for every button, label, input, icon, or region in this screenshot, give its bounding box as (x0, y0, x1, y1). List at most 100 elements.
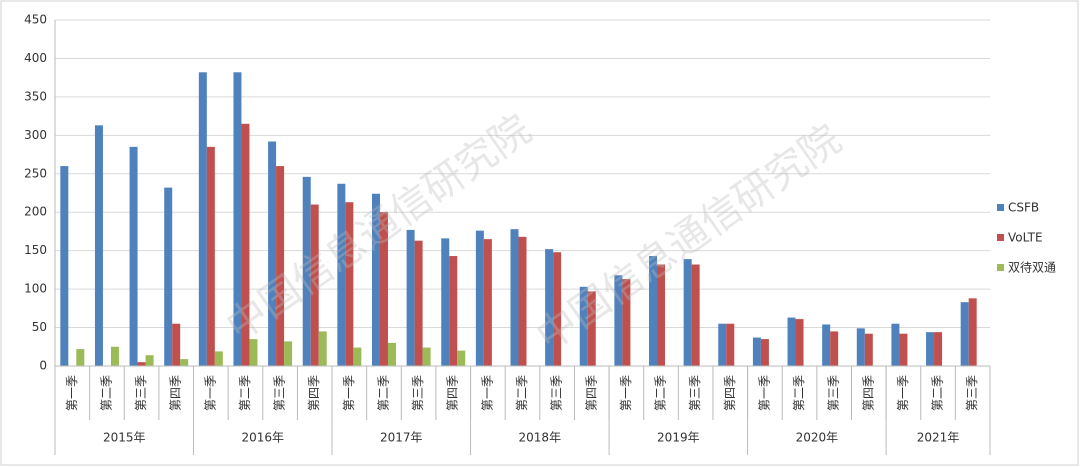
bar (180, 359, 189, 366)
bar (137, 362, 146, 366)
bar (683, 259, 692, 366)
bar (691, 264, 700, 366)
bar (345, 202, 354, 366)
legend-swatch (997, 204, 1004, 211)
bar (268, 141, 277, 366)
x-tick-label: 第一季 (619, 375, 633, 411)
y-tick-label: 250 (24, 166, 47, 180)
bar (76, 349, 85, 366)
bar (414, 240, 423, 366)
bar (579, 286, 588, 366)
bar (657, 264, 666, 366)
bar (406, 229, 415, 366)
bar (649, 256, 658, 366)
y-tick-label: 300 (24, 128, 47, 142)
bar (441, 238, 450, 366)
legend-label: VoLTE (1008, 231, 1043, 245)
x-tick-label: 第一季 (480, 375, 494, 411)
bar (830, 331, 839, 366)
bar (864, 333, 873, 366)
bar (422, 347, 431, 366)
x-tick-label: 第二季 (515, 375, 529, 411)
legend-label: CSFB (1008, 201, 1039, 215)
bar (545, 249, 554, 366)
bar (318, 331, 327, 366)
bar (353, 347, 362, 366)
x-tick-label: 第三季 (965, 375, 979, 411)
x-tick-label: 第一季 (757, 375, 771, 411)
bar (379, 212, 388, 366)
x-tick-label: 第三季 (827, 375, 841, 411)
bar (129, 146, 138, 366)
bar (518, 236, 527, 366)
bar (899, 333, 908, 366)
bar (483, 239, 492, 366)
y-tick-label: 200 (24, 205, 47, 219)
x-tick-label: 第二季 (931, 375, 945, 411)
x-tick-label: 第四季 (584, 375, 598, 411)
bar (249, 339, 258, 366)
bar (337, 183, 346, 366)
bar (371, 193, 380, 366)
bar (206, 146, 215, 366)
bar (310, 204, 319, 366)
x-tick-label: 第四季 (723, 375, 737, 411)
bar (110, 346, 119, 366)
bar (587, 291, 596, 366)
x-tick-label: 第三季 (550, 375, 564, 411)
bar (822, 324, 831, 366)
x-tick-label: 第二季 (376, 375, 390, 411)
bar (172, 323, 181, 366)
x-tick-label: 第一季 (203, 375, 217, 411)
bar (198, 72, 207, 366)
x-tick-label: 第四季 (169, 375, 183, 411)
x-tick-label: 第三季 (134, 375, 148, 411)
group-label: 2020年 (796, 431, 839, 445)
bar (145, 355, 154, 366)
x-tick-label: 第二季 (99, 375, 113, 411)
bar (233, 72, 242, 366)
x-tick-label: 第四季 (446, 375, 460, 411)
bar (475, 230, 484, 366)
bar (787, 317, 796, 366)
legend-swatch (997, 234, 1004, 241)
group-label: 2019年 (657, 431, 700, 445)
bar (622, 279, 631, 366)
group-label: 2018年 (519, 431, 562, 445)
bar (752, 337, 761, 366)
x-tick-label: 第二季 (654, 375, 668, 411)
x-tick-label: 第三季 (688, 375, 702, 411)
bar (726, 323, 735, 366)
legend-swatch (997, 264, 1004, 271)
bar (960, 302, 969, 366)
y-tick-label: 450 (24, 13, 47, 27)
bar (934, 332, 943, 366)
bar (302, 176, 311, 366)
bar (553, 252, 562, 366)
bar (94, 125, 103, 367)
group-label: 2021年 (917, 431, 960, 445)
x-tick-label: 第三季 (411, 375, 425, 411)
legend-label: 双待双通 (1008, 261, 1056, 275)
group-label: 2016年 (242, 431, 285, 445)
y-tick-label: 150 (24, 243, 47, 257)
y-tick-label: 350 (24, 89, 47, 103)
bar (387, 342, 396, 366)
bar (718, 323, 727, 366)
x-tick-label: 第一季 (342, 375, 356, 411)
bar (891, 323, 900, 366)
bar (284, 341, 293, 366)
bar (164, 187, 173, 366)
bar (795, 319, 804, 366)
y-tick-label: 50 (32, 320, 47, 334)
bar (449, 256, 458, 366)
x-tick-label: 第二季 (238, 375, 252, 411)
bar (60, 166, 69, 366)
group-label: 2015年 (103, 431, 146, 445)
bar (241, 123, 250, 366)
group-label: 2017年 (380, 431, 423, 445)
bar (510, 229, 519, 366)
x-tick-label: 第一季 (65, 375, 79, 411)
x-tick-label: 第一季 (896, 375, 910, 411)
